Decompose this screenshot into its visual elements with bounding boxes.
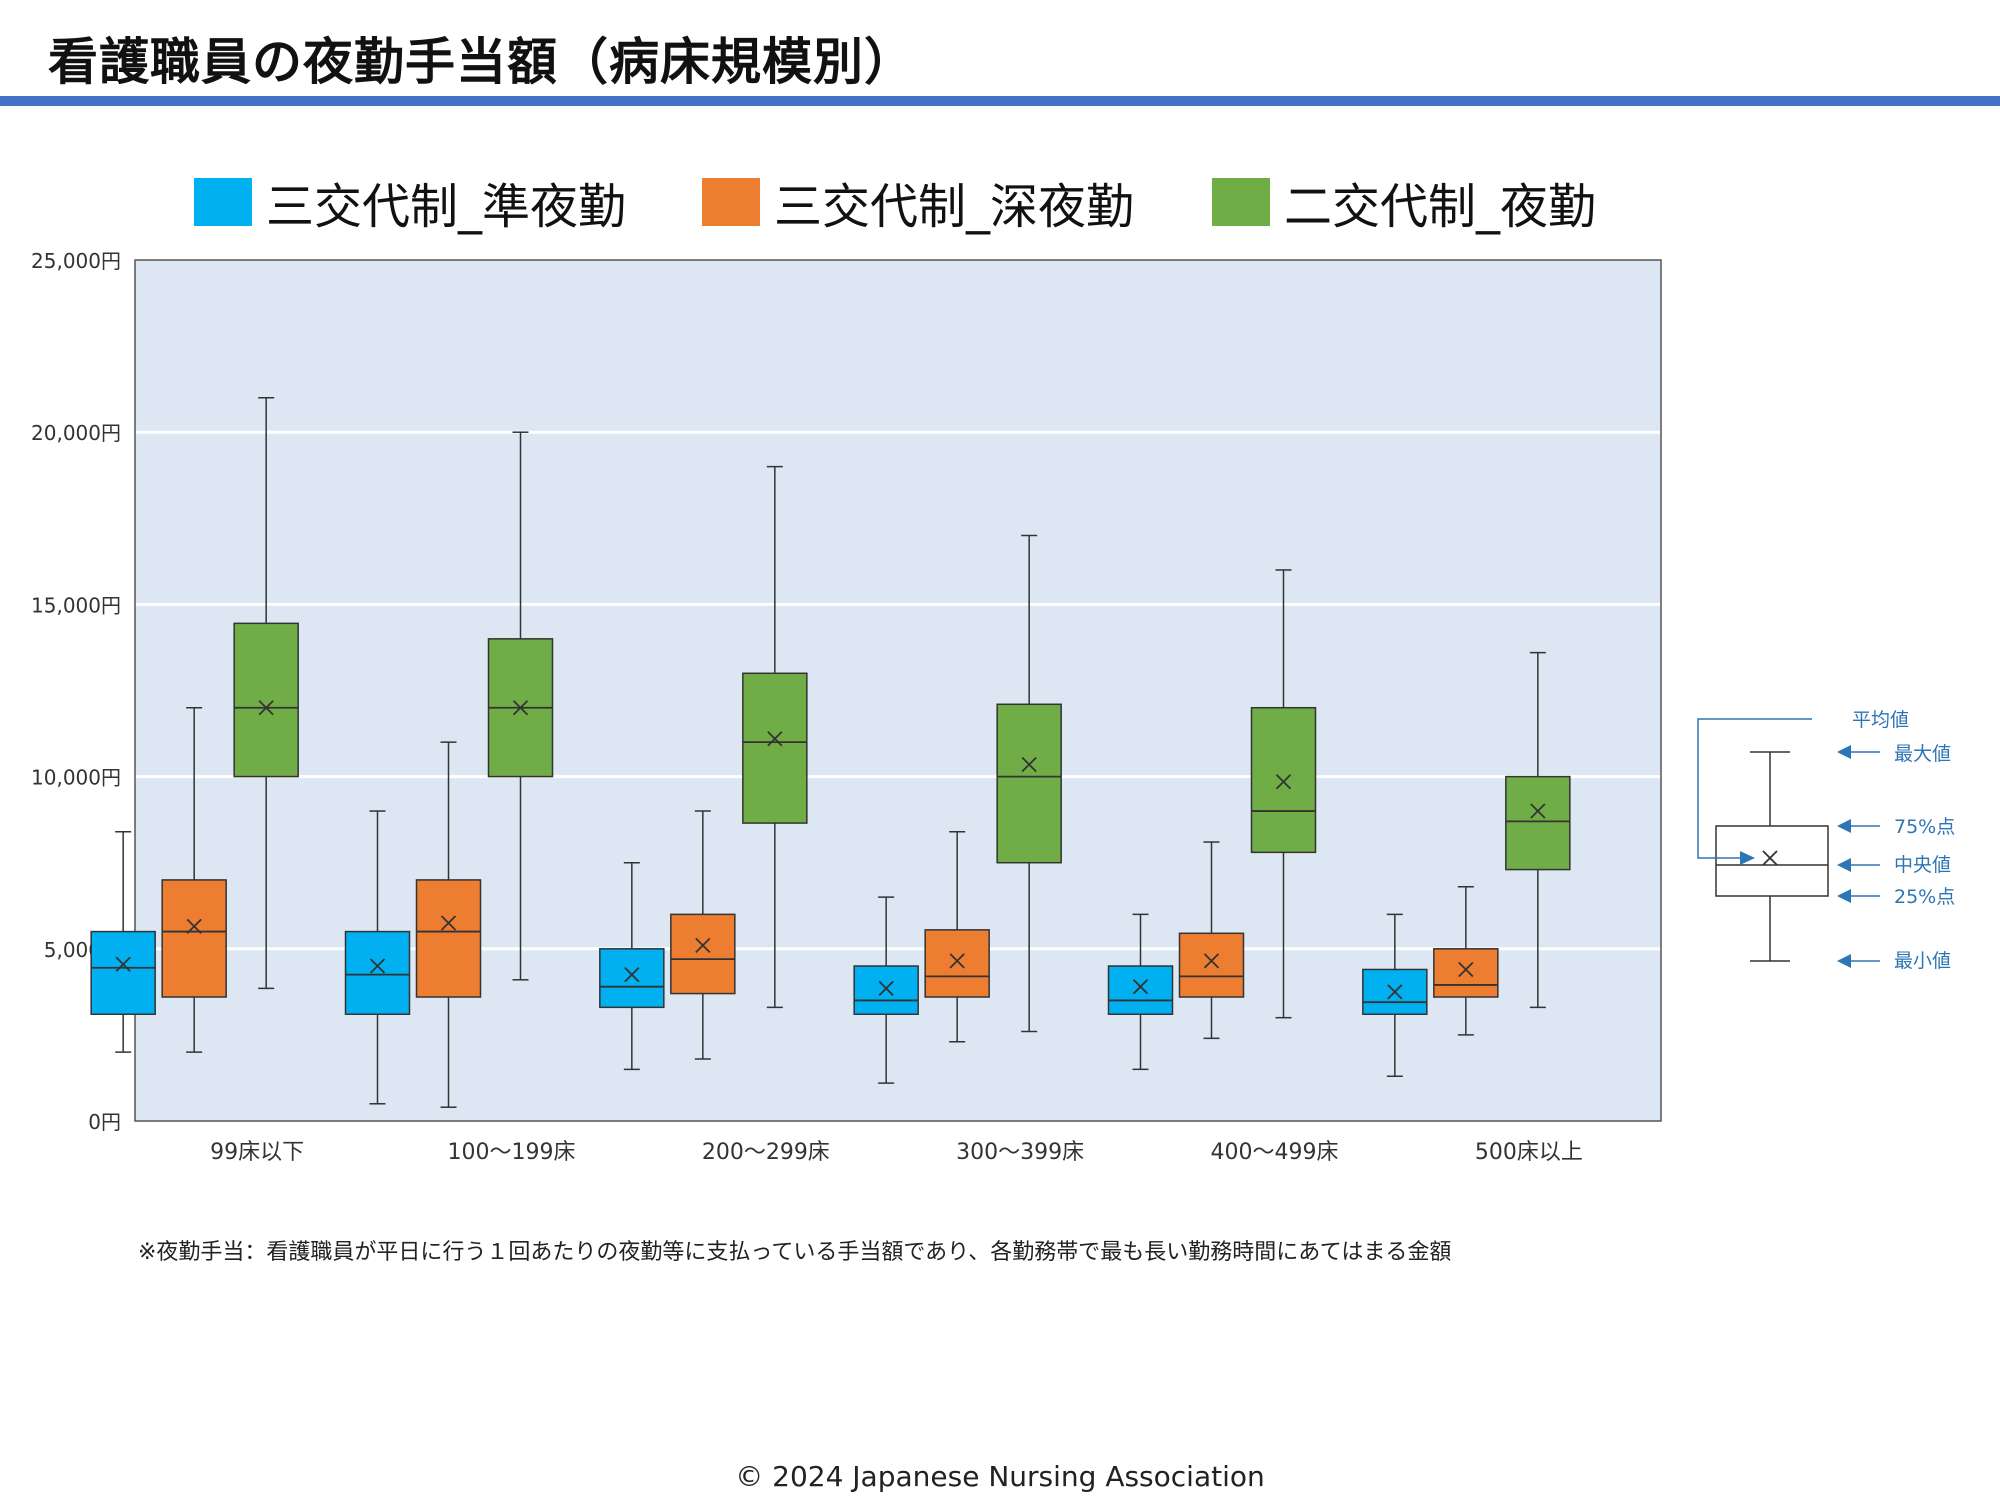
mean-marker — [440, 915, 457, 931]
x-tick-label: 200～299床 — [702, 1140, 830, 1165]
copyright: © 2024 Japanese Nursing Association — [735, 1460, 1265, 1493]
box-3-4 — [996, 703, 1062, 864]
box-1-5 — [1107, 965, 1174, 1015]
page-title: 看護職員の夜勤手当額（病床規模別） — [48, 33, 915, 91]
box-1-6 — [1362, 968, 1428, 1015]
explainer-label-median: 中央値 — [1894, 854, 1951, 876]
mean-marker — [1275, 774, 1292, 790]
legend-label-junyakin: 三交代制_準夜勤 — [266, 179, 627, 235]
title-divider — [0, 96, 2000, 106]
explainer-label-max: 最大値 — [1894, 743, 1951, 765]
mean-marker — [186, 918, 202, 935]
footnote: ※夜勤手当：看護職員が平日に行う１回あたりの夜勤等に支払っている手当額であり、各… — [138, 1240, 1452, 1265]
explainer-arrowhead — [1837, 745, 1851, 759]
mean-marker — [1132, 979, 1149, 995]
legend-swatch-shinyakin — [702, 178, 760, 226]
mean-marker — [949, 953, 965, 969]
box-3-3 — [742, 672, 808, 824]
explainer-label-q3: 75%点 — [1894, 816, 1955, 838]
legend-item-yakin: 二交代制_夜勤 — [1212, 172, 1596, 235]
legend-label-yakin: 二交代制_夜勤 — [1284, 179, 1597, 235]
legend-swatch-junyakin — [194, 178, 252, 226]
explainer-arrowhead — [1837, 954, 1851, 968]
mean-marker — [1203, 953, 1220, 969]
mean-marker — [624, 966, 640, 983]
explainer-label-min: 最小値 — [1894, 950, 1951, 972]
mean-marker — [767, 731, 783, 747]
box-2-4 — [924, 929, 990, 998]
explainer-label-mean: 平均値 — [1852, 709, 1909, 731]
x-tick-label: 99床以下 — [210, 1140, 304, 1165]
mean-marker — [695, 937, 711, 953]
box-2-3 — [670, 913, 736, 995]
mean-marker — [878, 980, 894, 997]
x-tick-label: 500床以上 — [1475, 1140, 1583, 1165]
box-3-5 — [1250, 706, 1317, 854]
mean-marker — [1458, 961, 1474, 978]
box-2-5 — [1178, 932, 1245, 998]
box-3-6 — [1505, 775, 1571, 871]
legend-item-shinyakin: 三交代制_深夜勤 — [702, 172, 1134, 235]
y-tick-label: 15,000円 — [31, 593, 121, 617]
mean-marker — [258, 700, 274, 716]
explainer-mean-connector — [1697, 718, 1812, 859]
explainer-label-q1: 25%点 — [1894, 886, 1955, 908]
box-1-2 — [344, 930, 411, 1015]
x-tick-label: 100～199床 — [448, 1140, 576, 1165]
explainer-arrowhead — [1837, 889, 1851, 903]
mean-marker — [1021, 756, 1037, 773]
box-1-1 — [90, 930, 156, 1015]
y-tick-label: 0円 — [88, 1110, 121, 1134]
y-tick-label: 10,000円 — [31, 766, 121, 790]
box-2-6 — [1433, 948, 1499, 998]
legend-swatch-yakin — [1212, 178, 1270, 226]
x-tick-label: 400～499床 — [1211, 1140, 1339, 1165]
explainer-mean-arrowhead — [1740, 851, 1755, 865]
legend-label-shinyakin: 三交代制_深夜勤 — [774, 179, 1135, 235]
y-tick-label: 25,000円 — [31, 249, 121, 273]
x-tick-label: 300～399床 — [956, 1140, 1084, 1165]
mean-marker — [1530, 803, 1546, 819]
box-2-2 — [415, 879, 482, 998]
y-tick-label: 20,000円 — [31, 421, 121, 445]
mean-marker — [115, 956, 131, 972]
box-2-1 — [161, 879, 227, 998]
legend-item-junyakin: 三交代制_準夜勤 — [194, 172, 626, 235]
box-1-3 — [599, 948, 665, 1009]
box-3-1 — [233, 622, 299, 778]
mean-marker — [1387, 984, 1403, 1000]
mean-marker — [512, 700, 529, 716]
explainer-arrowhead — [1837, 858, 1851, 872]
explainer-mean-marker — [1762, 850, 1778, 866]
explainer-arrowhead — [1837, 819, 1851, 833]
box-1-4 — [853, 965, 919, 1015]
mean-marker — [369, 958, 386, 974]
plot-border — [134, 259, 1662, 1122]
